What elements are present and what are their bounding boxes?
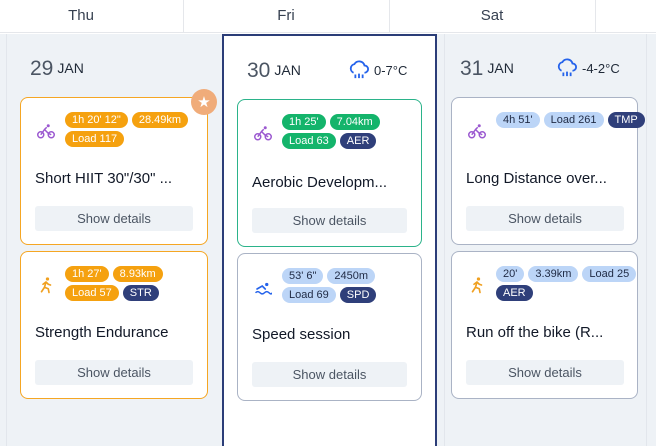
distance-badge: 7.04km: [329, 114, 380, 130]
header-divider: [595, 0, 596, 33]
day-label-thu: Thu: [68, 7, 94, 24]
date-month: JAN: [57, 60, 84, 76]
day-label-fri: Fri: [277, 7, 295, 24]
date-label: 29 JAN: [30, 57, 84, 81]
duration-badge: 1h 25': [282, 114, 326, 130]
distance-badge: 2450m: [327, 268, 376, 284]
day-label-sat: Sat: [480, 7, 504, 24]
date-day-number: 31: [460, 57, 484, 80]
show-details-button[interactable]: Show details: [35, 360, 193, 385]
temperature-range: -4-2°C: [582, 60, 620, 76]
weather-forecast: 0-7°C: [348, 60, 407, 80]
workout-title: Aerobic Developm...: [252, 174, 388, 191]
workout-title: Speed session: [252, 326, 351, 343]
workout-stats: 1h 27' 8.93km Load 57 STR: [65, 266, 215, 301]
type-badge: AER: [496, 285, 533, 301]
run-icon: [471, 277, 483, 294]
load-badge: Load 117: [65, 131, 125, 147]
workout-stats: 20' 3.39km Load 25 AER: [496, 266, 646, 301]
date-day-number: 30: [247, 59, 271, 82]
show-details-button[interactable]: Show details: [466, 360, 624, 385]
type-badge: STR: [122, 285, 159, 301]
rain-cloud-icon: [557, 58, 577, 77]
date-label: 30 JAN: [247, 59, 301, 83]
load-badge: Load 25: [582, 266, 637, 282]
load-badge: Load 261: [543, 112, 604, 128]
type-badge: AER: [339, 133, 377, 149]
column-divider: [6, 34, 7, 446]
workout-stats: 1h 25' 7.04km Load 63 AER: [282, 114, 432, 149]
show-details-button[interactable]: Show details: [35, 206, 193, 231]
bike-icon: [37, 124, 55, 139]
rain-cloud-icon: [349, 60, 369, 79]
duration-badge: 1h 27': [65, 266, 109, 282]
workout-card[interactable]: 1h 25' 7.04km Load 63 AER Aerobic Develo…: [237, 99, 422, 247]
type-badge: TMP: [607, 112, 645, 128]
column-divider: [646, 34, 647, 446]
workout-title: Run off the bike (R...: [466, 324, 604, 341]
star-icon[interactable]: ★: [191, 89, 217, 115]
workout-title: Long Distance over...: [466, 170, 607, 187]
workout-card[interactable]: 1h 27' 8.93km Load 57 STR Strength Endur…: [20, 251, 208, 399]
workout-card[interactable]: 53' 6" 2450m Load 69 SPD Speed session S…: [237, 253, 422, 401]
duration-badge: 53' 6": [282, 268, 324, 284]
workout-title: Strength Endurance: [35, 324, 169, 341]
date-day-number: 29: [30, 57, 54, 80]
header-divider: [183, 0, 184, 33]
duration-badge: 4h 51': [496, 112, 540, 128]
workout-stats: 1h 20' 12" 28.49km Load 117: [65, 112, 215, 147]
load-badge: Load 69: [282, 287, 336, 303]
duration-badge: 1h 20' 12": [65, 112, 128, 128]
bike-icon: [468, 124, 486, 139]
week-day-header: Thu Fri Sat: [0, 0, 656, 33]
show-details-button[interactable]: Show details: [466, 206, 624, 231]
distance-badge: 3.39km: [528, 266, 579, 282]
load-badge: Load 63: [282, 133, 336, 149]
date-month: JAN: [274, 62, 301, 78]
load-badge: Load 57: [65, 285, 119, 301]
workout-card[interactable]: 1h 20' 12" 28.49km Load 117 Short HIIT 3…: [20, 97, 208, 245]
workout-stats: 53' 6" 2450m Load 69 SPD: [282, 268, 432, 303]
weather-forecast: -4-2°C: [556, 58, 620, 78]
show-details-button[interactable]: Show details: [252, 208, 407, 233]
workout-card[interactable]: 20' 3.39km Load 25 AER Run off the bike …: [451, 251, 638, 399]
type-badge: SPD: [339, 287, 377, 303]
bike-icon: [254, 126, 272, 141]
run-icon: [40, 277, 52, 294]
header-divider: [389, 0, 390, 33]
distance-badge: 8.93km: [112, 266, 163, 282]
show-details-button[interactable]: Show details: [252, 362, 407, 387]
workout-card[interactable]: 4h 51' Load 261 TMP Long Distance over..…: [451, 97, 645, 245]
swim-icon: [254, 282, 272, 295]
distance-badge: 28.49km: [131, 112, 189, 128]
temperature-range: 0-7°C: [374, 62, 408, 78]
workout-title: Short HIIT 30"/30" ...: [35, 170, 173, 187]
workout-stats: 4h 51' Load 261 TMP: [496, 112, 646, 128]
duration-badge: 20': [496, 266, 525, 282]
column-divider: [444, 34, 445, 446]
date-month: JAN: [487, 60, 514, 76]
date-label: 31 JAN: [460, 57, 514, 81]
